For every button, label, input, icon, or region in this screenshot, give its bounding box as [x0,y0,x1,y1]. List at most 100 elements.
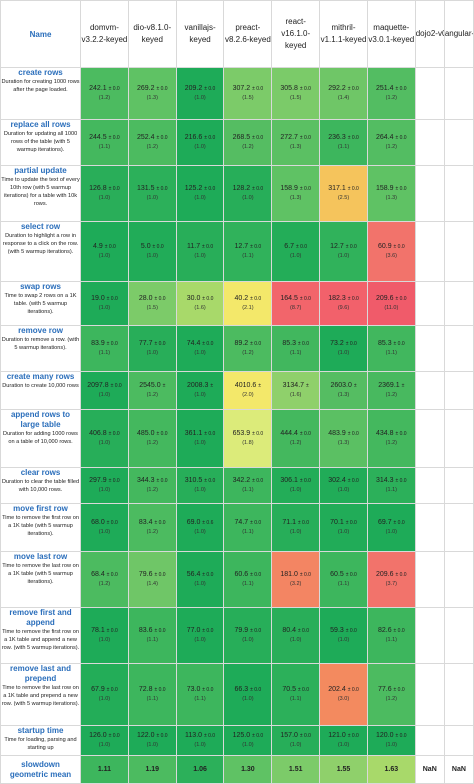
result-cell: 74.7 ± 0.0 (1.1) [223,503,273,552]
empty-cell [443,725,474,756]
result-factor: (1.0) [290,487,302,493]
framework-header[interactable]: vanillajs-keyed [175,0,225,68]
result-factor: (1.0) [194,95,206,101]
framework-header[interactable]: dio-v8.1.0-keyed [127,0,177,68]
result-factor: (1.3) [337,440,350,446]
result-cell: 60.6 ± 0.0 (1.1) [223,551,273,608]
result-factor: (1.2) [242,350,254,356]
result-mean: 125.2 [184,185,203,192]
empty-cell [414,663,445,726]
framework-header[interactable]: mithril-v1.1.1-keyed [319,0,368,68]
benchmark-name[interactable]: create many rows [6,372,75,382]
result-cell: 68.4 ± 0.0 (1.2) [80,551,129,608]
result-cell: 3134.7 ± (1.6) [271,371,321,410]
result-cell: 264.4 ± 0.0 (1.2) [366,119,416,166]
name-column-header[interactable]: Name [0,0,82,68]
result-factor: (1.3) [290,144,302,150]
benchmark-name[interactable]: swap rows [20,282,61,292]
benchmark-name[interactable]: clear rows [20,468,61,478]
result-factor: (1.0) [98,253,111,259]
result-stddev: ± 0.0 [106,296,118,302]
result-mean: 78.1 [91,627,105,634]
result-mean: 5.0 [140,243,151,250]
result-cell: 158.9 ± 0.0 (1.3) [366,165,416,222]
result-mean: 202.4 [328,686,346,693]
slowdown-value: 1.19 [127,755,177,784]
result-factor: (1.0) [337,350,350,356]
result-stddev: ± 0.0 [202,244,214,250]
result-factor: (1.2) [98,581,111,587]
benchmark-name-cell: select row Duration to highlight a row in… [0,221,82,282]
benchmark-name[interactable]: partial update [14,166,67,176]
result-mean: 12.7 [330,243,344,250]
result-stddev: ± 0.0 [393,687,405,693]
result-stddev: ± 0.0 [156,135,168,141]
benchmark-name[interactable]: replace all rows [10,120,71,130]
result-mean: 268.5 [232,134,251,141]
result-mean: 40.2 [234,295,249,302]
benchmark-name[interactable]: remove last and prepend [10,664,71,684]
framework-header[interactable]: dojo2-v0.2.0-keyed [414,0,445,68]
result-mean: 74.4 [186,340,201,347]
benchmark-name-cell: move last row Time to remove the last row… [0,551,82,608]
result-stddev: ± 0.0 [347,135,359,141]
result-stddev: ± 0.0 [297,520,310,526]
result-stddev: ± 0.0 [202,572,214,578]
result-cell: 85.3 ± 0.0 (1.1) [271,325,321,372]
result-cell: 5.0 ± 0.0 (1.0) [127,221,177,282]
benchmark-name[interactable]: move first row [13,504,68,514]
benchmark-name[interactable]: startup time [17,726,64,736]
result-cell: 67.9 ± 0.0 (1.0) [80,663,129,726]
benchmark-name[interactable]: remove first and append [9,608,72,628]
slowdown-value: NaN [443,755,474,784]
benchmark-name[interactable]: remove row [18,326,63,336]
result-factor: (1.2) [146,487,158,493]
result-cell: 77.7 ± 0.0 (1.0) [127,325,177,372]
benchmark-description: Duration for updating all 1000 rows of t… [3,131,78,153]
slowdown-value: 1.51 [271,755,321,784]
benchmark-name[interactable]: select row [20,222,61,232]
result-cell: 306.1 ± 0.0 (1.0) [271,467,321,504]
benchmark-description: Time to remove the last row on a 1K tabl… [2,563,79,585]
result-stddev: ± 0.0 [250,687,262,693]
result-stddev: ± 0.0 [347,296,359,302]
result-stddev: ± 0.0 [108,733,120,739]
benchmark-name[interactable]: append rows to large table [10,410,71,430]
framework-header[interactable]: angular-v5.0.0-no-zone-keyed [443,0,474,68]
benchmark-row: select row Duration to highlight a row in… [0,221,474,282]
result-factor: (1.2) [146,392,158,398]
result-mean: 77.7 [138,340,153,347]
result-cell: 317.1 ± 0.0 (2.5) [319,165,368,222]
result-stddev: ± 0.0 [106,520,118,526]
result-mean: 216.6 [184,134,203,141]
empty-cell [414,221,445,282]
framework-header[interactable]: domvm-v3.2.2-keyed [80,0,129,68]
result-mean: 72.8 [138,686,153,693]
empty-cell [443,503,474,552]
result-mean: 242.1 [89,85,107,92]
result-stddev: ± [353,383,357,389]
result-stddev: ± 0.0 [202,341,214,347]
result-mean: 89.2 [234,340,249,347]
result-stddev: ± 0.0 [104,244,116,250]
result-cell: 40.2 ± 0.0 (2.1) [223,281,273,326]
framework-header[interactable]: maquette-v3.0.1-keyed [366,0,416,68]
result-mean: 60.6 [234,571,249,578]
result-factor: (1.0) [337,253,350,259]
framework-header[interactable]: react-v16.1.0-keyed [271,0,321,68]
benchmark-row: replace all rows Duration for updating al… [0,119,474,166]
result-mean: 157.0 [280,732,298,739]
result-cell: 89.2 ± 0.0 (1.2) [223,325,273,372]
result-stddev: ± 0.0 [108,135,120,141]
result-mean: 244.5 [89,134,107,141]
result-cell: 244.5 ± 0.0 (1.1) [80,119,129,166]
result-mean: 113.0 [185,732,203,739]
result-factor: (1.1) [337,581,350,587]
benchmark-name[interactable]: create rows [18,68,63,78]
result-cell: 83.9 ± 0.0 (1.1) [80,325,129,372]
result-stddev: ± 0.0 [299,733,311,739]
result-stddev: ± 0.0 [156,478,168,484]
result-stddev: ± 0.0 [393,520,405,526]
framework-header[interactable]: preact-v8.2.6-keyed [223,0,273,68]
benchmark-name[interactable]: move last row [13,552,68,562]
